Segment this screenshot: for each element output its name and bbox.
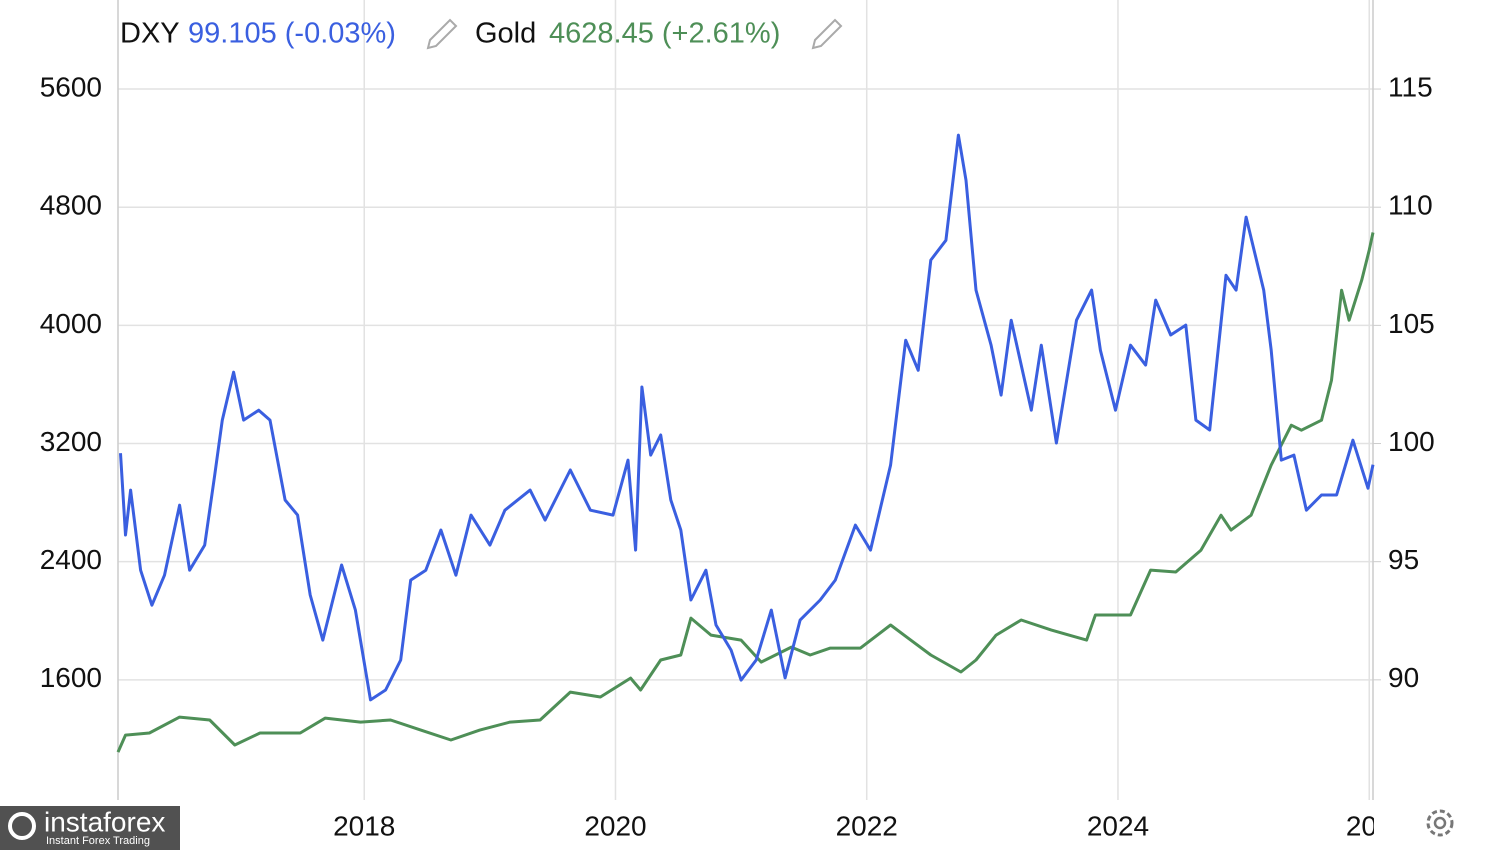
watermark: instaforex Instant Forex Trading — [0, 806, 180, 850]
y2-tick-label: 90 — [1388, 662, 1419, 693]
settings-icon[interactable] — [1426, 809, 1454, 837]
watermark-brand: instaforex — [44, 806, 165, 837]
watermark-bg — [0, 806, 180, 850]
y-tick-label: 5600 — [40, 71, 102, 102]
edit-icon[interactable] — [811, 18, 843, 50]
watermark-logo — [8, 812, 36, 840]
edit-icon[interactable] — [426, 18, 458, 50]
x-tick-label: 2022 — [836, 810, 898, 841]
y2-tick-label: 110 — [1388, 190, 1433, 221]
watermark-tagline: Instant Forex Trading — [46, 835, 150, 847]
x-axis-labels: 2018 2020 2022 2024 202 — [333, 810, 1393, 841]
legend-name: Gold — [475, 18, 536, 50]
series-line — [116, 232, 1375, 753]
plot — [116, 133, 1375, 753]
y-tick-label: 4000 — [40, 308, 102, 339]
y2-tick-label: 95 — [1388, 544, 1419, 575]
y2-tick-label: 100 — [1388, 426, 1435, 457]
legend: DXY 99.105 (-0.03%) Gold 4628.45 (+2.61%… — [120, 18, 843, 50]
series-line — [119, 133, 1375, 702]
legend-value: 4628.45 (+2.61%) — [549, 18, 780, 50]
y2-tick-label: 105 — [1388, 308, 1435, 339]
x-tick-label: 2020 — [584, 810, 646, 841]
grid — [118, 0, 1373, 800]
x-tick-label: 202 — [1346, 810, 1393, 841]
y-tick-label: 1600 — [40, 662, 102, 693]
y-tick-label: 4800 — [40, 190, 102, 221]
y2-tick-label: 115 — [1388, 71, 1433, 102]
legend-name: DXY — [120, 18, 180, 50]
y-tick-label: 2400 — [40, 544, 102, 575]
legend-value: 99.105 (-0.03%) — [188, 18, 396, 50]
x-tick-label: 2018 — [333, 810, 395, 841]
x-tick-label: 2024 — [1087, 810, 1149, 841]
y-tick-label: 3200 — [40, 426, 102, 457]
